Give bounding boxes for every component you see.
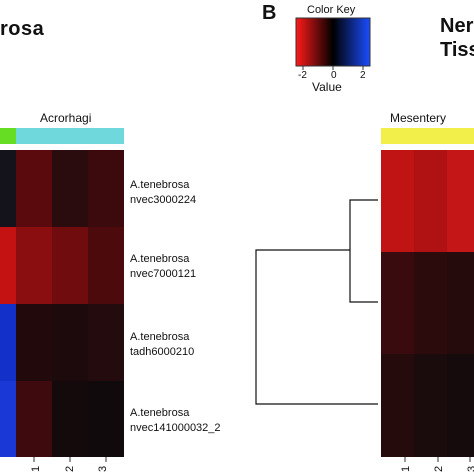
heat-cell-b-r2-c1	[381, 252, 414, 354]
dendrogram-branch-inner	[349, 199, 378, 303]
heat-cell-b-r1-c1	[381, 150, 414, 252]
heat-cell-b-r2-c2	[414, 252, 447, 354]
heat-cell-a-r3-c2	[52, 304, 88, 381]
color-key-title: Color Key	[307, 4, 356, 16]
heat-cell-a-r1-c0	[0, 150, 16, 227]
heat-cell-a-r3-c3	[88, 304, 124, 381]
row-label-2: A.tenebrosa nvec7000121	[130, 253, 197, 280]
mesentery-label: Mesentery	[390, 111, 447, 125]
row-dendrogram	[255, 199, 378, 405]
row-label-3: A.tenebrosa tadh6000210	[130, 331, 195, 358]
row-label-4: A.tenebrosa nvec141000032_2	[130, 407, 221, 434]
panel-a-group-bar-other	[0, 128, 16, 144]
heat-cell-b-r1-c2	[414, 150, 447, 252]
heat-cell-b-r3-c2	[414, 354, 447, 457]
panel-b-letter: B	[262, 2, 277, 24]
heat-cell-a-r4-c0	[0, 381, 16, 457]
color-key-tick-pos: 2	[360, 70, 366, 81]
dendrogram-branch-outer	[255, 249, 378, 405]
heat-cell-a-r2-c0	[0, 227, 16, 304]
color-key-gradient	[295, 17, 371, 67]
panel-a-group-bar-acrorhagi	[16, 128, 124, 144]
row-label-1: A.tenebrosa nvec3000224	[130, 179, 197, 206]
heat-cell-a-r1-c1	[16, 150, 52, 227]
heat-cell-b-r3-c1	[381, 354, 414, 457]
color-key-tick-zero: 0	[331, 70, 337, 81]
heat-cell-a-r2-c3	[88, 227, 124, 304]
heat-cell-a-r3-c1	[16, 304, 52, 381]
color-key-tick-neg: -2	[298, 70, 307, 81]
heat-cell-a-r1-c2	[52, 150, 88, 227]
heat-cell-b-r1-c3	[447, 150, 474, 252]
panel-a-title: rosa	[0, 18, 45, 40]
heat-cell-a-r4-c1	[16, 381, 52, 457]
heat-cell-a-r4-c3	[88, 381, 124, 457]
heat-cell-b-r3-c3	[447, 354, 474, 457]
heat-cell-a-r2-c2	[52, 227, 88, 304]
heat-cell-a-r1-c3	[88, 150, 124, 227]
acrorhagi-label: Acrorhagi	[40, 111, 92, 125]
color-key-value-label: Value	[312, 80, 342, 94]
heat-cell-a-r2-c1	[16, 227, 52, 304]
heat-cell-b-r2-c3	[447, 252, 474, 354]
panel-b-title: Ner Tiss	[440, 15, 474, 61]
heat-cell-a-r4-c2	[52, 381, 88, 457]
panel-b-group-bar-mesentery	[381, 128, 474, 144]
heat-cell-a-r3-c0	[0, 304, 16, 381]
